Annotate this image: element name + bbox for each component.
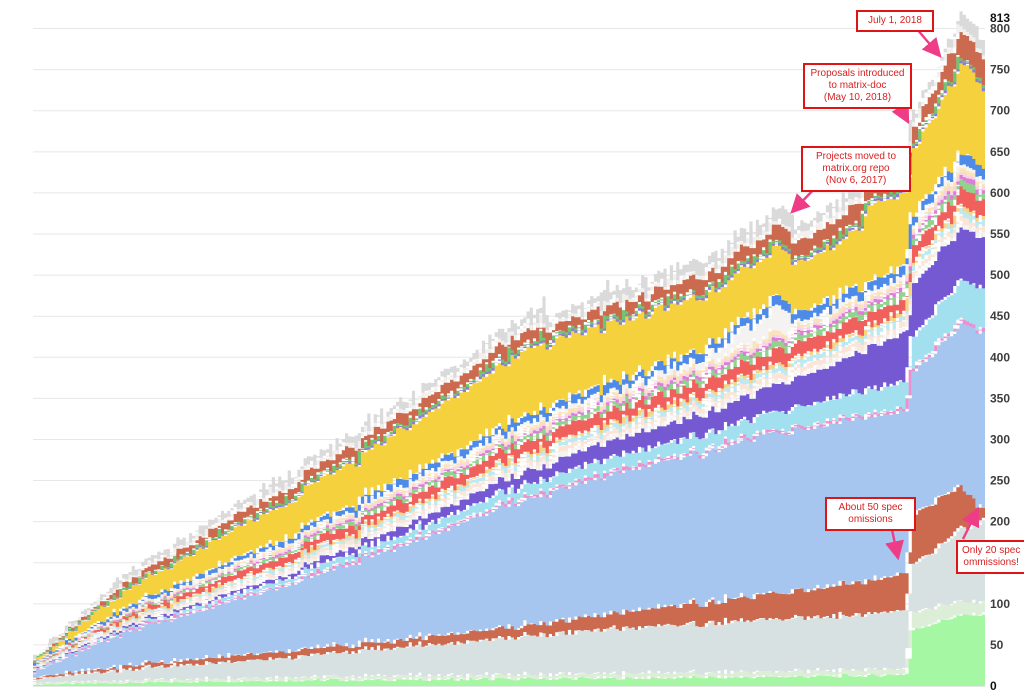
y-tick-label: 300: [990, 432, 1010, 446]
y-tick-label: 200: [990, 515, 1010, 529]
y-tick-label: 600: [990, 186, 1010, 200]
y-tick-label: 813: [990, 11, 1010, 25]
y-tick-label: 250: [990, 474, 1010, 488]
y-tick-label: 100: [990, 597, 1010, 611]
y-tick-label: 550: [990, 227, 1010, 241]
y-tick-label: 650: [990, 145, 1010, 159]
y-tick-label: 0: [990, 679, 997, 691]
series-band-white-upper: [33, 21, 985, 662]
series-band-bright-green: [33, 612, 985, 686]
y-tick-label: 50: [990, 638, 1004, 652]
y-tick-label: 500: [990, 268, 1010, 282]
series-band-soft-blue: [33, 320, 985, 680]
series-band-yellow: [33, 59, 985, 666]
y-tick-label: 800: [990, 22, 1010, 36]
y-tick-label: 450: [990, 309, 1010, 323]
y-tick-label: 350: [990, 391, 1010, 405]
series-band-purple: [33, 224, 985, 673]
y-tick-label: 400: [990, 350, 1010, 364]
y-tick-label: 150: [990, 556, 1010, 570]
series-band-green-line: [33, 55, 985, 663]
y-tick-label: 700: [990, 104, 1010, 118]
y-tick-label: 750: [990, 63, 1010, 77]
series-band-pale-steel: [33, 517, 985, 684]
